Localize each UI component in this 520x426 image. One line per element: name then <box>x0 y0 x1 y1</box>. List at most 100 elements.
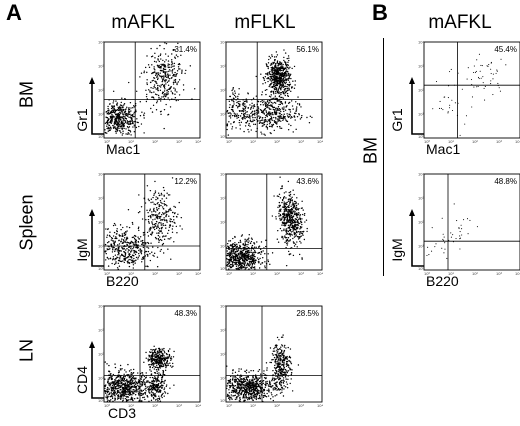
data-point <box>241 110 244 112</box>
data-point <box>116 389 119 392</box>
data-point <box>230 244 232 246</box>
data-point <box>142 379 145 381</box>
data-point <box>157 246 159 249</box>
data-point <box>150 242 152 244</box>
data-point <box>281 389 283 391</box>
data-point <box>120 377 122 379</box>
y-tick-label: 10¹ <box>220 244 226 249</box>
data-point <box>119 377 121 379</box>
data-point <box>164 53 167 55</box>
column-title-mafkl: mAFKL <box>111 12 175 33</box>
data-point <box>167 194 170 196</box>
data-point <box>232 377 234 379</box>
data-point <box>266 121 269 123</box>
data-point <box>153 207 155 210</box>
data-point <box>268 85 270 88</box>
data-point <box>286 358 288 360</box>
data-point <box>139 101 141 103</box>
data-point <box>162 365 165 367</box>
data-point <box>160 380 163 383</box>
data-point <box>243 130 245 133</box>
data-point <box>146 231 149 234</box>
data-point <box>166 192 168 194</box>
data-point <box>296 115 299 118</box>
x-tick-label: 10³ <box>298 271 304 276</box>
data-point <box>293 116 296 118</box>
data-point <box>128 258 130 261</box>
data-point <box>306 227 308 230</box>
data-point <box>250 256 252 259</box>
data-point <box>116 398 119 400</box>
data-point <box>301 258 303 260</box>
data-point <box>270 118 272 120</box>
data-point <box>165 74 167 76</box>
data-point <box>285 197 287 199</box>
data-point <box>271 64 273 66</box>
data-point <box>156 256 159 258</box>
data-point <box>153 193 155 195</box>
data-point <box>283 213 286 216</box>
data-point <box>293 213 296 216</box>
data-point <box>262 111 264 113</box>
data-point <box>287 366 290 368</box>
data-point <box>158 66 160 68</box>
data-point <box>112 124 114 127</box>
data-point <box>292 241 295 243</box>
data-point <box>276 123 278 125</box>
data-point <box>167 84 170 87</box>
data-point <box>233 121 235 123</box>
quadrant-percent-label: 31.4% <box>174 45 197 54</box>
data-point <box>165 83 167 85</box>
data-point <box>285 120 288 122</box>
data-point <box>143 70 146 72</box>
data-point <box>118 115 120 117</box>
data-point <box>284 207 287 210</box>
data-point <box>150 348 152 351</box>
data-point <box>114 224 117 226</box>
data-point <box>286 89 289 92</box>
data-point <box>104 390 107 392</box>
data-point <box>240 262 243 264</box>
data-point <box>158 221 161 224</box>
data-point <box>275 372 278 374</box>
x-tick-label: 10³ <box>176 139 182 144</box>
data-point <box>173 241 175 243</box>
data-point <box>284 67 287 70</box>
data-point <box>248 116 251 118</box>
data-point <box>134 238 136 241</box>
data-point <box>282 75 284 78</box>
data-point <box>282 352 285 354</box>
data-point <box>167 93 169 95</box>
data-point <box>159 44 161 47</box>
data-point <box>113 383 115 386</box>
data-point <box>153 210 156 212</box>
data-point <box>273 76 275 79</box>
data-point <box>226 128 228 131</box>
data-point <box>150 107 152 110</box>
data-point <box>109 235 111 238</box>
data-point <box>260 250 263 253</box>
data-point <box>127 391 130 393</box>
data-point <box>262 250 264 252</box>
data-point <box>278 103 280 106</box>
x-tick-label: 10¹ <box>250 139 256 144</box>
data-point <box>117 397 120 400</box>
data-point <box>133 381 136 384</box>
data-point <box>167 363 169 365</box>
data-point <box>167 211 169 213</box>
data-point <box>120 382 123 384</box>
data-point <box>144 393 147 395</box>
data-point <box>276 121 278 123</box>
data-point <box>121 127 124 129</box>
data-point <box>281 73 284 75</box>
data-point <box>273 350 276 352</box>
data-point <box>163 64 165 67</box>
data-point <box>289 382 291 385</box>
data-point <box>172 356 175 358</box>
data-point <box>155 354 157 356</box>
data-point <box>273 116 275 119</box>
data-point <box>285 363 288 365</box>
data-point <box>253 123 255 125</box>
data-point <box>127 209 130 211</box>
